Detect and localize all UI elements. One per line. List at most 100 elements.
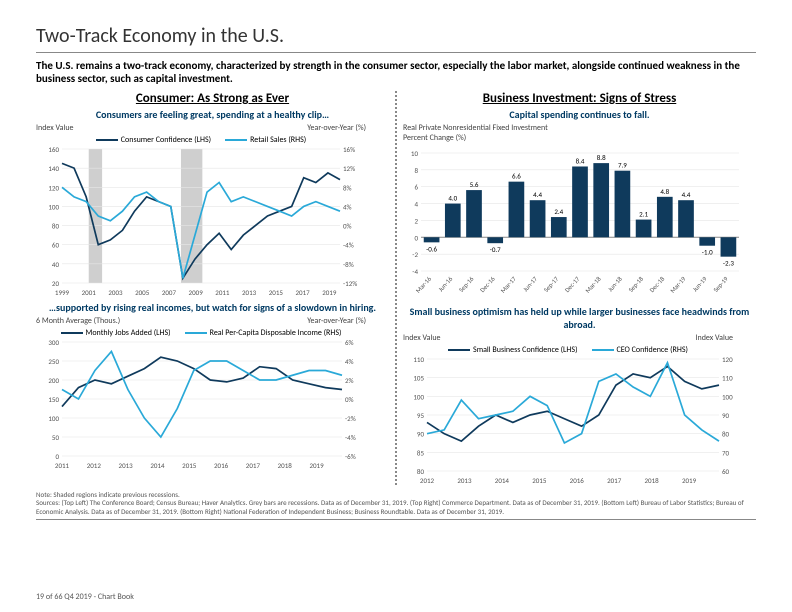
svg-text:200: 200 [48, 376, 59, 385]
svg-text:50: 50 [52, 433, 60, 442]
svg-text:-2.3: -2.3 [723, 259, 734, 268]
c1-rhs: Year-over-Year (%) [307, 123, 366, 133]
svg-text:2017: 2017 [295, 288, 310, 297]
svg-text:-6%: -6% [345, 452, 356, 461]
svg-text:2018: 2018 [645, 476, 660, 485]
svg-text:2007: 2007 [162, 288, 177, 297]
svg-text:2019: 2019 [682, 476, 697, 485]
svg-text:8%: 8% [343, 183, 352, 192]
svg-text:-0.7: -0.7 [490, 245, 501, 254]
svg-text:5.6: 5.6 [470, 180, 479, 189]
svg-text:120: 120 [48, 183, 59, 192]
subtitle: The U.S. remains a two-track economy, ch… [36, 59, 756, 85]
svg-text:-4%: -4% [345, 433, 356, 442]
rule [36, 52, 756, 53]
svg-text:100: 100 [48, 414, 59, 423]
svg-text:110: 110 [413, 357, 424, 364]
chart-consumer: Index Value Year-over-Year (%) Consumer … [36, 123, 366, 297]
svg-text:100: 100 [722, 392, 733, 401]
chart-capex: Real Private Nonresidential Fixed Invest… [403, 123, 733, 301]
svg-text:40: 40 [52, 260, 60, 269]
c4-legend: Small Business Confidence (LHS) CEO Conf… [403, 345, 733, 355]
svg-text:2005: 2005 [135, 288, 150, 297]
svg-text:2011: 2011 [215, 288, 230, 297]
svg-text:Sep-19: Sep-19 [712, 274, 731, 293]
svg-text:160: 160 [48, 147, 59, 154]
svg-text:2019: 2019 [309, 461, 324, 470]
c1-svg: 20406080100120140160-12%-8%-4%0%4%8%12%1… [36, 147, 366, 297]
svg-text:2013: 2013 [457, 476, 472, 485]
svg-text:95: 95 [417, 411, 425, 420]
c3-sub: Percent Change (%) [403, 133, 733, 143]
left-sub2: …supported by rising real incomes, but w… [36, 301, 389, 314]
svg-text:8: 8 [414, 166, 418, 175]
left-hdr: Consumer: As Strong as Ever [36, 91, 389, 106]
c1-lhs: Index Value [36, 123, 74, 133]
svg-text:0: 0 [55, 452, 59, 461]
c2-svg: 050100150200250300-6%-4%-2%0%2%4%6%20112… [36, 340, 366, 470]
svg-text:16%: 16% [343, 147, 355, 154]
svg-text:Mar-17: Mar-17 [499, 274, 518, 294]
c2-rhs: Year-over-Year (%) [307, 316, 366, 326]
svg-text:Mar-18: Mar-18 [584, 274, 603, 294]
svg-text:4.4: 4.4 [533, 190, 542, 199]
svg-text:2017: 2017 [246, 461, 261, 470]
svg-text:2016: 2016 [214, 461, 229, 470]
svg-text:0%: 0% [343, 222, 352, 231]
svg-text:60: 60 [52, 241, 60, 250]
svg-text:100: 100 [413, 392, 424, 401]
c4-rhs: Index Value [696, 333, 734, 343]
svg-text:4: 4 [414, 200, 418, 209]
svg-text:150: 150 [48, 395, 59, 404]
svg-text:Dec-18: Dec-18 [648, 274, 667, 294]
svg-text:2.1: 2.1 [639, 210, 648, 219]
svg-text:-0.6: -0.6 [426, 244, 437, 253]
chart-jobs: 6 Month Average (Thous.) Year-over-Year … [36, 316, 366, 470]
svg-text:-8%: -8% [343, 260, 354, 269]
svg-text:12%: 12% [343, 164, 355, 173]
svg-text:-12%: -12% [343, 279, 357, 288]
svg-text:2014: 2014 [495, 476, 510, 485]
svg-text:2015: 2015 [182, 461, 197, 470]
svg-text:0%: 0% [345, 395, 354, 404]
svg-text:Sep-16: Sep-16 [457, 274, 476, 293]
svg-text:-2: -2 [412, 250, 418, 259]
c1-legend: Consumer Confidence (LHS) Retail Sales (… [36, 135, 366, 145]
svg-text:2%: 2% [345, 376, 354, 385]
svg-text:2015: 2015 [269, 288, 284, 297]
svg-text:2012: 2012 [420, 476, 435, 485]
svg-text:Mar-16: Mar-16 [414, 274, 433, 294]
svg-text:250: 250 [48, 357, 59, 366]
page-title: Two-Track Economy in the U.S. [36, 24, 756, 48]
svg-text:60: 60 [722, 467, 730, 476]
c3-svg: -4-20246810-0.6Mar-164.0Jun-165.6Sep-16-… [403, 143, 743, 301]
svg-text:2017: 2017 [607, 476, 622, 485]
svg-text:2011: 2011 [55, 461, 70, 470]
svg-text:2018: 2018 [278, 461, 293, 470]
svg-text:Jun-18: Jun-18 [606, 274, 624, 293]
left-sub1: Consumers are feeling great, spending at… [36, 108, 389, 121]
svg-text:105: 105 [413, 374, 424, 383]
svg-text:4.4: 4.4 [682, 190, 691, 199]
svg-text:90: 90 [722, 411, 730, 420]
svg-text:4%: 4% [343, 202, 352, 211]
c2-lhs: 6 Month Average (Thous.) [36, 316, 120, 326]
svg-text:2013: 2013 [119, 461, 134, 470]
svg-text:2.4: 2.4 [554, 207, 563, 216]
svg-text:8.4: 8.4 [576, 156, 585, 165]
svg-text:10: 10 [411, 149, 419, 158]
svg-text:Dec-17: Dec-17 [563, 274, 582, 294]
svg-text:2015: 2015 [532, 476, 547, 485]
chart-biz-confidence: Index Value Index Value Small Business C… [403, 333, 733, 485]
svg-text:2019: 2019 [322, 288, 337, 297]
right-hdr: Business Investment: Signs of Stress [403, 91, 756, 106]
svg-text:80: 80 [417, 467, 425, 476]
svg-text:2012: 2012 [87, 461, 102, 470]
svg-text:80: 80 [52, 222, 60, 231]
c3-lbl: Real Private Nonresidential Fixed Invest… [403, 123, 733, 133]
svg-text:8.8: 8.8 [597, 153, 606, 162]
svg-text:2016: 2016 [570, 476, 585, 485]
svg-text:2001: 2001 [82, 288, 97, 297]
svg-text:6.6: 6.6 [512, 172, 521, 181]
svg-text:Jun-16: Jun-16 [437, 274, 455, 293]
